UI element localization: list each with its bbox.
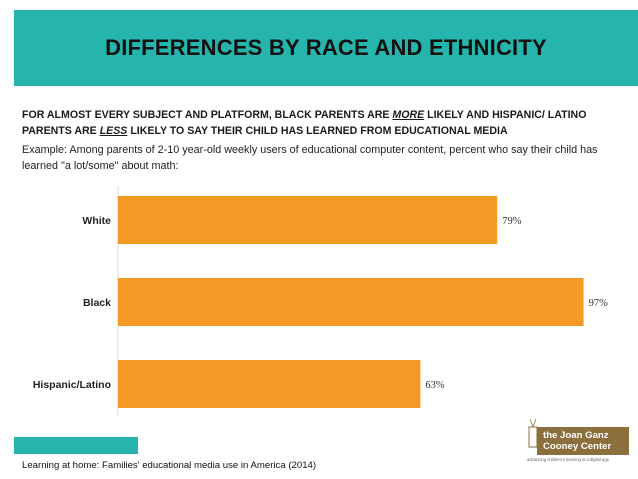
value-label-hispanic-latino: 63% <box>425 380 445 391</box>
header-banner: DIFFERENCES BY RACE AND ETHNICITY <box>14 10 638 86</box>
example-text: Example: Among parents of 2-10 year-old … <box>22 144 598 172</box>
headline-more: MORE <box>392 109 425 121</box>
source-citation: Learning at home: Families' educational … <box>22 460 317 471</box>
bar-hispanic-latino <box>118 360 421 408</box>
bar-black <box>118 278 584 326</box>
value-label-white: 79% <box>502 216 522 227</box>
page-title: DIFFERENCES BY RACE AND ETHNICITY <box>105 35 547 60</box>
headline-part-3: LIKELY TO SAY THEIR CHILD HAS LEARNED FR… <box>127 125 508 137</box>
bar-chart: White 79% Black 97% Hispanic/Latino 63% <box>33 186 609 416</box>
value-label-black: 97% <box>589 298 609 309</box>
cooney-center-logo: the Joan Ganz Cooney Center advancing ch… <box>527 415 631 470</box>
logo-tagline: advancing children's learning in a digit… <box>527 457 610 462</box>
footer-accent-bar <box>14 437 138 454</box>
headline: FOR ALMOST EVERY SUBJECT AND PLATFORM, B… <box>22 107 622 139</box>
headline-less: LESS <box>99 125 128 137</box>
category-label-white: White <box>82 215 111 227</box>
logo-line-2: Cooney Center <box>543 441 612 452</box>
logo-line-1: the Joan Ganz <box>543 430 609 441</box>
category-label-hispanic-latino: Hispanic/Latino <box>33 379 111 391</box>
category-label-black: Black <box>83 297 111 309</box>
bar-white <box>118 196 498 244</box>
logo-box: the Joan Ganz Cooney Center <box>537 427 629 455</box>
headline-part-1: FOR ALMOST EVERY SUBJECT AND PLATFORM, B… <box>22 109 393 121</box>
headline-part-2: LIKELY AND HISPANIC/ LATINO PARENTS ARE <box>22 109 587 137</box>
